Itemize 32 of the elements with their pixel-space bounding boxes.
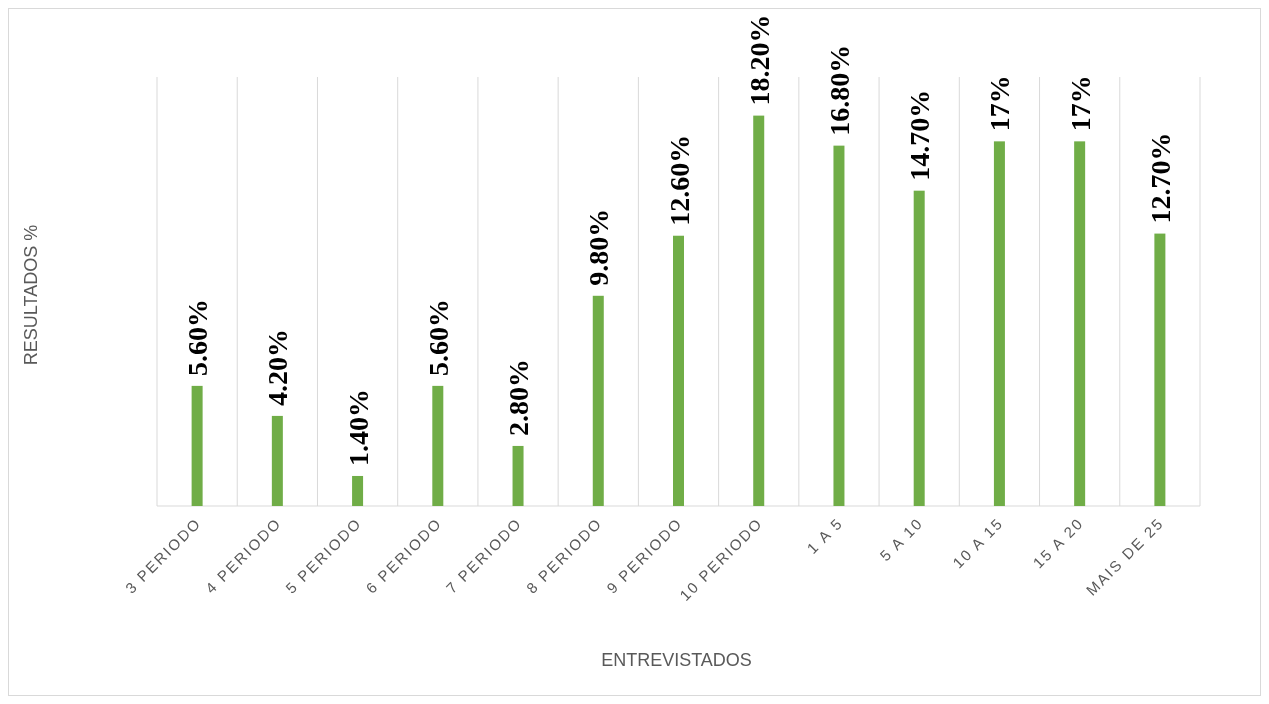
bar <box>673 235 684 506</box>
data-label: 9.80% <box>583 208 615 286</box>
data-label: 12.60% <box>663 134 695 226</box>
data-label: 4.20% <box>262 328 294 406</box>
data-label: 17% <box>984 75 1016 132</box>
data-label: 5.60% <box>422 298 454 376</box>
bar <box>753 115 765 506</box>
bar <box>913 190 925 506</box>
bar <box>993 141 1005 506</box>
bar <box>512 445 524 506</box>
bar <box>592 295 604 506</box>
bar <box>1074 141 1086 506</box>
bar <box>271 415 283 506</box>
data-label: 18.20% <box>743 14 775 106</box>
data-label: 1.40% <box>342 388 374 466</box>
data-label: 16.80% <box>823 44 855 136</box>
data-label: 14.70% <box>904 89 936 181</box>
data-label: 5.60% <box>182 298 214 376</box>
x-tick-label: 1 A 5 <box>803 514 847 557</box>
y-axis-title: RESULTADOS % <box>21 224 41 366</box>
x-axis-title: ENTREVISTADOS <box>601 650 752 670</box>
data-label: 17% <box>1064 75 1096 132</box>
data-label: 2.80% <box>503 358 535 436</box>
bar <box>1154 233 1166 506</box>
data-label: 12.70% <box>1144 132 1176 224</box>
bar <box>432 385 444 506</box>
x-tick-label: 5 A 10 <box>876 514 927 565</box>
x-tick-label: 10 A 15 <box>949 514 1007 572</box>
x-tick-label: 15 A 20 <box>1029 514 1087 572</box>
bar <box>352 475 364 506</box>
bar <box>833 145 845 506</box>
bar <box>191 385 203 506</box>
